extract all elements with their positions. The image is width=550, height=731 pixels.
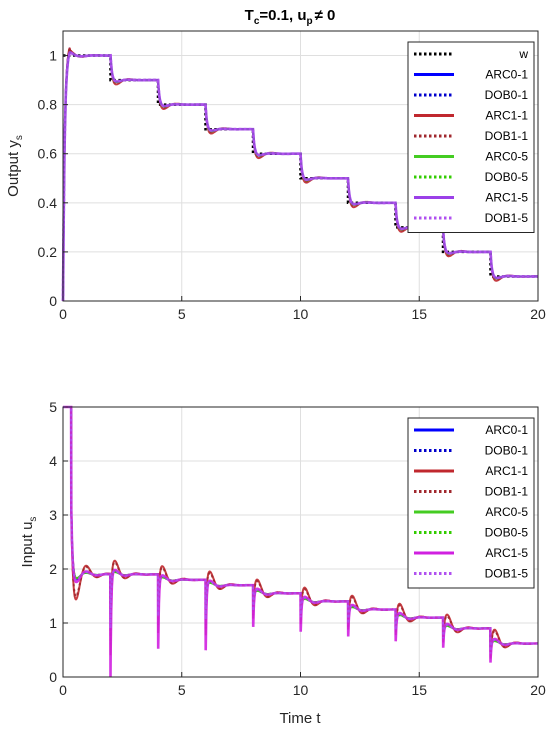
legend-entry: w [518,47,528,61]
legend-entry: DOB1-1 [485,485,529,499]
x-tick-label: 20 [530,682,546,698]
x-tick-label: 10 [293,682,309,698]
y-tick-label: 0.2 [38,244,58,260]
legend-entry: DOB0-5 [485,526,529,540]
series-line-dob1-5 [61,50,538,302]
legend-entry: ARC0-1 [485,423,528,437]
x-tick-label: 15 [411,306,427,322]
chart-title: Tc=0.1, up ≠ 0 [245,7,336,27]
legend-entry: DOB0-1 [485,444,529,458]
legend-entry: ARC1-5 [485,191,528,205]
x-tick-label: 10 [293,306,309,322]
x-tick-label: 0 [59,682,67,698]
output-legend: w ARC0-1 DOB0-1 ARC1-1 DOB1-1 ARC0-5 DOB0-5 ARC… [407,41,535,233]
input-axes: 0 5 10 15 20 0 1 2 3 4 5 Input us Time t ARC0-1 DOB… [19,399,546,727]
legend-entry: ARC1-1 [485,464,528,478]
y-tick-label: 4 [49,453,57,469]
legend-entry: DOB1-5 [485,567,529,581]
y-tick-label: 2 [49,561,57,577]
output-tick-labels: 0 5 10 15 20 0 0.2 0.4 0.6 0.8 1 [38,48,546,322]
output-series-lines [61,47,538,302]
output-ylabel: Output ys [5,135,25,197]
y-tick-label: 0.6 [38,146,58,162]
y-tick-label: 0.4 [38,195,58,211]
y-tick-label: 0 [49,669,57,685]
x-tick-label: 0 [59,306,67,322]
x-tick-label: 20 [530,306,546,322]
input-legend: ARC0-1 DOB0-1 ARC1-1 DOB1-1 ARC0-5 DOB0-5 ARC1… [407,417,535,589]
input-xlabel: Time t [279,710,321,727]
y-tick-label: 0.8 [38,97,58,113]
y-tick-label: 3 [49,507,57,523]
x-tick-label: 5 [178,682,186,698]
x-tick-label: 15 [411,682,427,698]
legend-entry: ARC0-1 [485,68,528,82]
legend-entry: ARC1-5 [485,546,528,560]
x-tick-label: 5 [178,306,186,322]
legend-entry: ARC0-5 [485,505,528,519]
legend-entry: DOB1-1 [485,129,529,143]
y-tick-label: 0 [49,293,57,309]
series-line-w [63,54,538,278]
input-ylabel: Input us [19,517,39,568]
legend-entry: DOB0-1 [485,88,529,102]
y-tick-label: 5 [49,399,57,415]
y-tick-label: 1 [49,48,57,64]
series-line-dob1-5 [63,406,538,654]
input-series-lines [63,405,538,677]
output-axes: 0 5 10 15 20 0 0.2 0.4 0.6 0.8 1 Output ys w ARC0-1… [5,30,546,322]
legend-entry: ARC0-5 [485,150,528,164]
legend-box [407,417,535,589]
legend-entry: DOB1-5 [485,211,529,225]
input-tick-labels: 0 5 10 15 20 0 1 2 3 4 5 [49,399,546,698]
legend-entry: ARC1-1 [485,109,528,123]
legend-entry: DOB0-5 [485,170,529,184]
y-tick-label: 1 [49,615,57,631]
